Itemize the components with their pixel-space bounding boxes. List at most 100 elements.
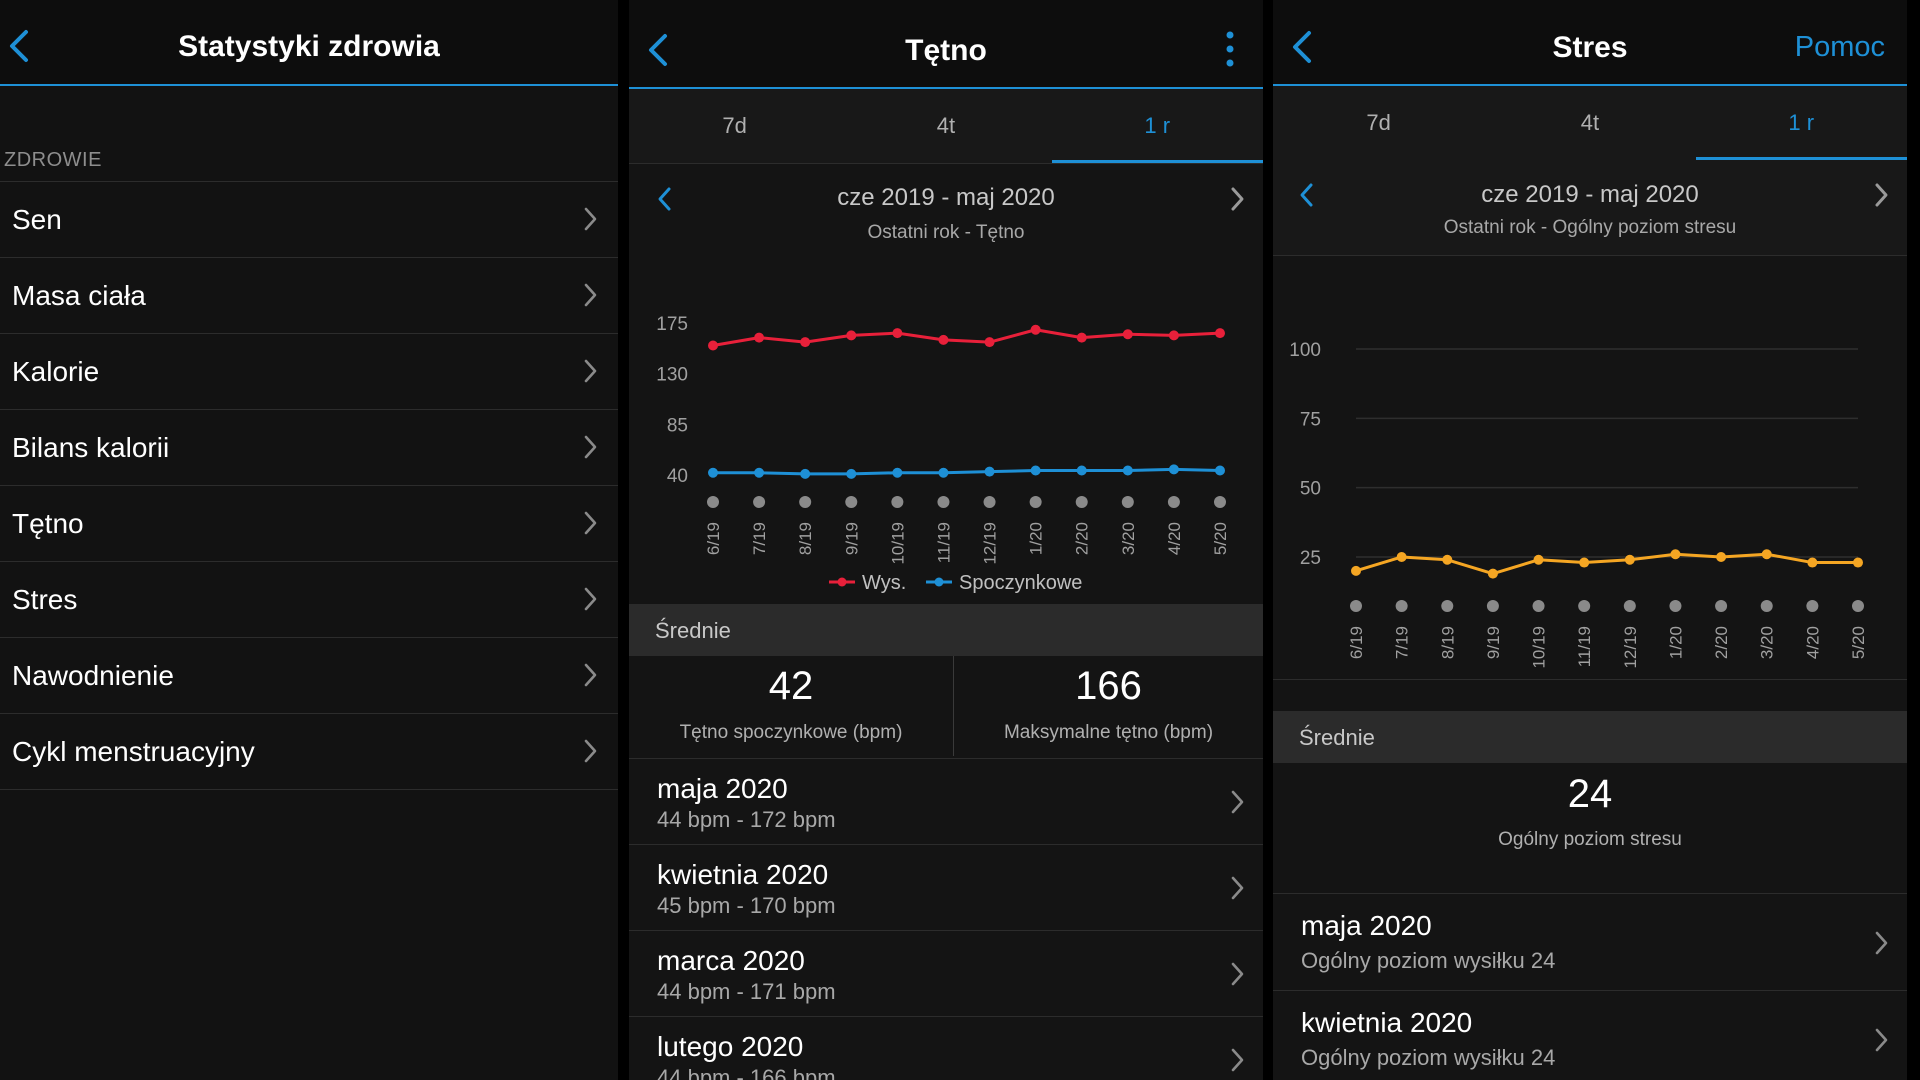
month-detail: 44 bpm - 172 bpm <box>657 807 836 832</box>
list-item[interactable]: marca 2020 44 bpm - 171 bpm <box>629 931 1263 1017</box>
prev-period-button[interactable] <box>1299 182 1315 208</box>
resting-hr-label: Tętno spoczynkowe (bpm) <box>679 722 903 743</box>
chevron-right-icon <box>582 662 598 688</box>
chevron-left-icon <box>1300 183 1313 207</box>
y-tick-label: 25 <box>1300 548 1321 569</box>
chevron-right-icon <box>1875 931 1888 955</box>
chart-subtitle: Ostatni rok - Tętno <box>867 222 1025 243</box>
x-marker-dot <box>1441 600 1454 612</box>
x-marker-dot <box>1669 600 1682 612</box>
resting-hr-value: 42 <box>768 664 814 708</box>
list-item[interactable]: maja 2020 44 bpm - 172 bpm <box>629 759 1263 845</box>
averages-header: Średnie <box>629 604 1263 656</box>
data-point <box>800 468 811 479</box>
chevron-right-icon <box>582 358 598 384</box>
x-marker-dot <box>1486 600 1499 612</box>
tab-4t[interactable]: 4t <box>936 113 956 138</box>
header: Tętno <box>629 0 1263 89</box>
list-item[interactable]: kwietnia 2020 Ogólny poziom wysiłku 24 <box>1273 991 1907 1080</box>
x-tick-label: 4/20 <box>1165 522 1184 555</box>
data-point <box>1215 465 1225 476</box>
data-point <box>938 467 949 478</box>
tab-4t[interactable]: 4t <box>1580 110 1600 135</box>
chevron-right-icon <box>1875 183 1888 207</box>
x-tick-label: 2/20 <box>1073 522 1092 555</box>
menu-item[interactable]: Sen <box>0 181 618 257</box>
data-point <box>938 334 949 345</box>
data-point <box>892 328 903 339</box>
menu-item-label: Kalorie <box>12 356 100 387</box>
legend-marker <box>934 577 944 587</box>
x-tick-label: 1/20 <box>1666 626 1685 659</box>
list-item[interactable]: maja 2020 Ogólny poziom wysiłku 24 <box>1273 894 1907 991</box>
menu-item-label: Cykl menstruacyjny <box>12 736 255 767</box>
period-header: cze 2019 - maj 2020 Ostatni rok - Tętno <box>629 184 1263 244</box>
chevron-right-icon <box>584 283 597 307</box>
y-tick-label: 50 <box>1300 479 1321 500</box>
x-tick-label: 5/20 <box>1849 626 1868 659</box>
menu-item[interactable]: Masa ciała <box>0 257 618 333</box>
data-point <box>1533 554 1544 565</box>
data-point <box>1853 557 1863 568</box>
chevron-right-icon <box>582 510 598 536</box>
menu-item-label: Nawodnienie <box>12 660 174 691</box>
menu-item[interactable]: Stres <box>0 561 618 637</box>
menu-item[interactable]: Kalorie <box>0 333 618 409</box>
list-item[interactable]: lutego 2020 44 bpm - 166 bpm <box>629 1017 1263 1080</box>
menu-item[interactable]: Cykl menstruacyjny <box>0 713 618 790</box>
month-detail: Ogólny poziom wysiłku 24 <box>1301 948 1556 973</box>
back-button[interactable] <box>643 30 673 70</box>
data-point <box>984 466 995 477</box>
data-point <box>1624 554 1635 565</box>
x-marker-dot <box>1578 600 1591 612</box>
back-button[interactable] <box>4 26 34 66</box>
prev-period-button[interactable] <box>657 186 673 212</box>
data-point <box>846 330 857 341</box>
page-title: Stres <box>1552 31 1628 64</box>
chevron-right-icon <box>584 587 597 611</box>
stress-panel: Stres Pomoc 7d 4t 1 r cze 2019 - maj 202… <box>1273 0 1907 1080</box>
chevron-left-icon <box>649 34 667 66</box>
x-marker-dot <box>753 496 766 508</box>
averages-label: Średnie <box>655 618 731 643</box>
chevron-right-icon <box>1873 930 1889 956</box>
x-marker-dot <box>1395 600 1408 612</box>
x-tick-label: 8/19 <box>796 522 815 555</box>
x-tick-label: 6/19 <box>1347 626 1366 659</box>
data-point <box>1076 465 1087 476</box>
month-title: maja 2020 <box>1301 910 1432 941</box>
help-link[interactable]: Pomoc <box>1794 31 1885 63</box>
x-tick-label: 7/19 <box>750 522 769 555</box>
tab-1r[interactable]: 1 r <box>1695 86 1907 160</box>
x-marker-dot <box>891 496 904 508</box>
max-hr-label: Maksymalne tętno (bpm) <box>1003 722 1214 743</box>
next-period-button[interactable] <box>1229 186 1245 212</box>
month-title: lutego 2020 <box>657 1031 804 1062</box>
date-range: cze 2019 - maj 2020 <box>837 184 1055 211</box>
x-tick-label: 12/19 <box>1621 626 1640 669</box>
x-marker-dot <box>1623 600 1636 612</box>
menu-item[interactable]: Tętno <box>0 485 618 561</box>
next-period-button[interactable] <box>1873 182 1889 208</box>
y-tick-label: 75 <box>1300 409 1321 430</box>
tab-7d[interactable]: 7d <box>1366 110 1391 135</box>
tab-1r[interactable]: 1 r <box>1051 89 1263 163</box>
series-line <box>713 467 1221 476</box>
x-tick-label: 1/20 <box>1027 522 1046 555</box>
menu-item[interactable]: Bilans kalorii <box>0 409 618 485</box>
back-button[interactable] <box>1287 27 1317 67</box>
list-item[interactable]: kwietnia 2020 45 bpm - 170 bpm <box>629 845 1263 931</box>
header: Stres Pomoc <box>1273 0 1907 86</box>
period-tabs: 7d 4t 1 r <box>629 89 1263 164</box>
more-options-icon[interactable] <box>1225 30 1235 68</box>
heart-rate-chart: 40 85 130 175 6/19 7/19 8/19 9/19 10/19 11/19 12/1… <box>656 314 1230 594</box>
x-tick-label: 10/19 <box>1530 626 1549 669</box>
period-tabs: 7d 4t 1 r <box>1273 86 1907 160</box>
series-line <box>712 328 1221 347</box>
legend-marker <box>837 577 847 587</box>
y-tick-label: 40 <box>667 466 688 487</box>
y-tick-label: 100 <box>1289 340 1321 361</box>
menu-item[interactable]: Nawodnienie <box>0 637 618 713</box>
tab-7d[interactable]: 7d <box>722 113 747 138</box>
chevron-right-icon <box>1875 1028 1888 1052</box>
